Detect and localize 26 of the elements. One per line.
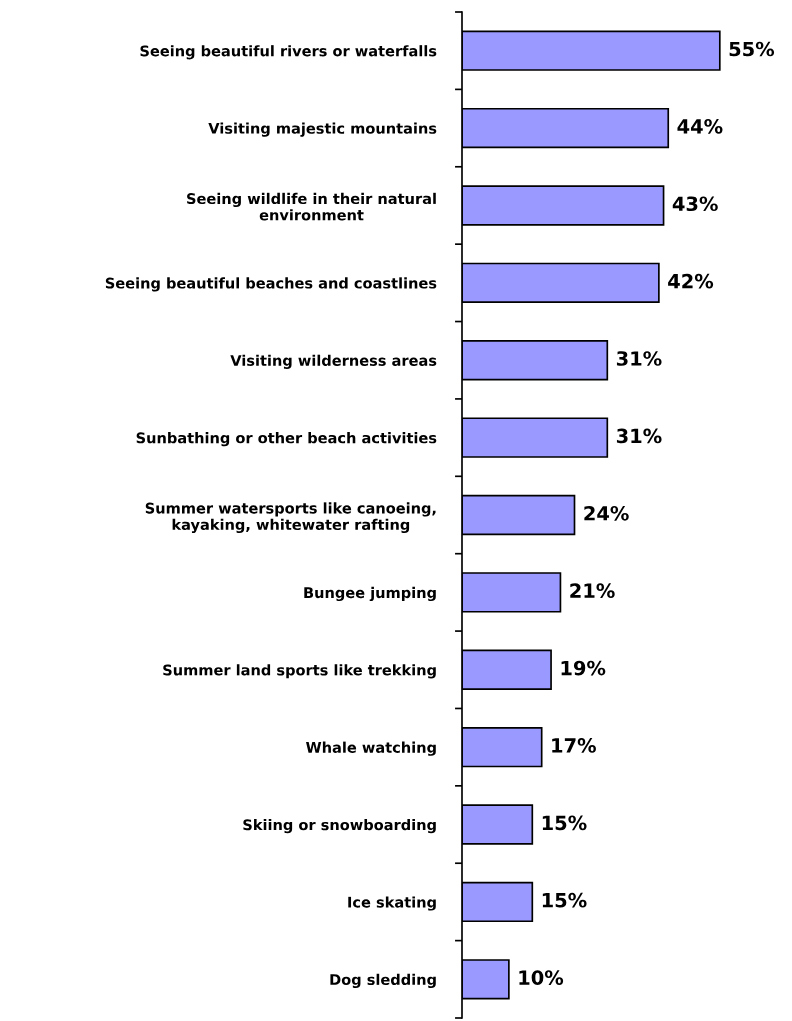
data-label: 31% — [616, 351, 662, 366]
y-tick-label: Seeing wildlife in their natural environment — [187, 192, 436, 221]
data-label: 42% — [668, 273, 714, 289]
data-label: 31% — [616, 428, 662, 444]
y-tick-label: Ice skating — [348, 896, 436, 911]
y-tick-label: Seeing beautiful rivers or waterfalls — [140, 45, 437, 60]
data-label: 19% — [561, 660, 606, 676]
data-label: 17% — [552, 738, 596, 753]
y-tick-label: Dog sledding — [330, 973, 436, 988]
data-label: 15% — [542, 892, 587, 908]
y-tick-label: Whale watching — [306, 741, 436, 756]
y-tick-label: Sunbathing or other beach activities — [136, 432, 437, 447]
y-tick-label: Visiting wilderness areas — [230, 354, 437, 369]
data-label: 24% — [584, 505, 629, 521]
y-tick-label: Summer watersports like canoeing, kayaking, whitewater rafting — [145, 502, 436, 534]
data-label: 21% — [570, 583, 615, 599]
data-label: 55% — [729, 41, 775, 57]
data-label: 43% — [672, 196, 718, 212]
data-label: 15% — [542, 815, 587, 831]
y-tick-label: Visiting majestic mountains — [208, 122, 437, 137]
y-tick-label: Skiing or snowboarding — [243, 819, 436, 834]
data-label: 10% — [519, 970, 564, 985]
y-tick-label: Summer land sports like trekking — [163, 664, 436, 679]
data-label: 44% — [677, 119, 723, 134]
y-tick-label: Bungee jumping — [304, 586, 436, 602]
y-tick-label: Seeing beautiful beaches and coastlines — [105, 277, 437, 292]
